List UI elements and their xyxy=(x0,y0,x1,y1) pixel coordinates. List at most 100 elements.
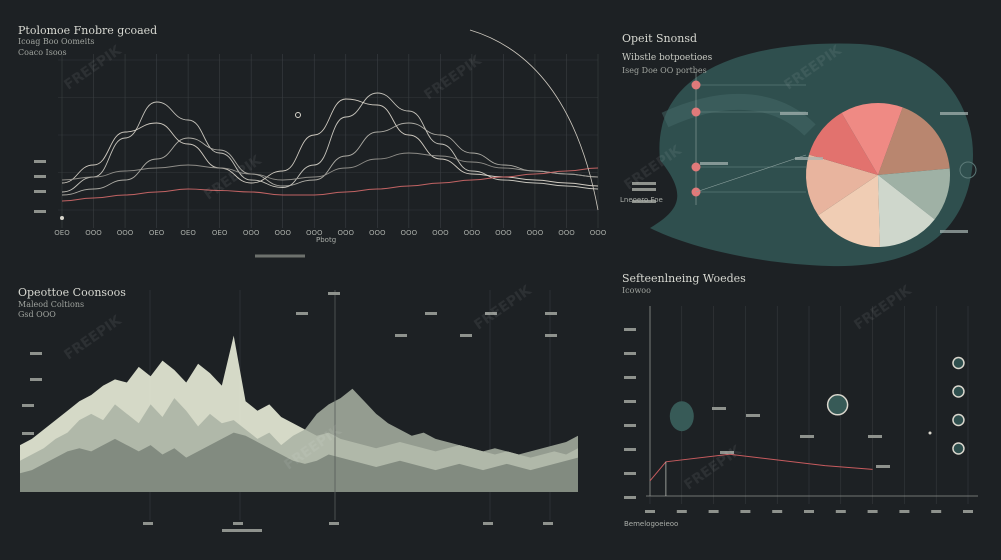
y-tick-label xyxy=(22,432,34,435)
panel-top-left: Ptolomoe Fnobre gcoaed Icoag Boo Oomeits… xyxy=(0,0,610,265)
x-tick-label: OOO xyxy=(527,229,544,237)
x-tick-label xyxy=(143,522,153,525)
pie-callout-label: Lneoero Foe xyxy=(620,196,663,204)
pie-slice xyxy=(808,112,878,175)
series-line xyxy=(649,453,873,482)
point-label xyxy=(868,435,882,438)
point-label xyxy=(712,407,726,410)
top-tick-label xyxy=(485,312,497,315)
y-tick-label xyxy=(624,352,636,355)
x-tick-label xyxy=(740,510,751,513)
x-tick-label xyxy=(804,510,814,513)
x-tick-label: OEO xyxy=(212,229,228,237)
top-tick-label xyxy=(395,334,407,337)
pie-subtitle: Wibstle botpoetioes xyxy=(622,53,713,63)
scatter-point xyxy=(952,385,965,398)
x-tick-label: OOO xyxy=(495,229,512,237)
scatter-point xyxy=(669,401,694,432)
pie-chart xyxy=(632,43,977,267)
x-tick-label: OOO xyxy=(274,229,291,237)
pie-slice xyxy=(818,175,880,247)
x-tick-label: OOO xyxy=(243,229,260,237)
pie-subtitle-2: Iseg Doe OO portbes xyxy=(622,66,707,75)
x-tick-label: OEO xyxy=(149,229,165,237)
pie-label xyxy=(632,200,656,203)
series-line xyxy=(61,167,599,202)
series-line xyxy=(469,29,599,211)
x-tick-label xyxy=(867,510,878,513)
top-tick-label xyxy=(545,334,557,337)
scatter-subtitle: Icowoo xyxy=(622,286,651,295)
area-chart xyxy=(20,290,578,532)
x-axis-caption xyxy=(222,529,262,532)
x-tick-label: OOO xyxy=(558,229,575,237)
chart-subtitle: Icoag Boo Oomeits xyxy=(18,37,95,46)
x-tick-label xyxy=(899,510,910,513)
x-tick-label xyxy=(835,510,846,513)
line-chart: OEO OOO OOO OEO OEO OEO OOO OOO OOO OOO OOO OOO OOO O… xyxy=(34,29,607,258)
scatter-title: Sefteenlneing Woedes xyxy=(622,272,746,285)
x-tick-label: OOO xyxy=(401,229,418,237)
data-point xyxy=(959,161,977,179)
pie-label xyxy=(632,182,656,185)
chart-subtitle-2: Coaco Isoos xyxy=(18,48,67,57)
pie-slice xyxy=(878,107,950,175)
point-label xyxy=(720,451,734,454)
y-tick-label xyxy=(624,424,636,427)
point-label xyxy=(876,465,890,468)
scatter-point xyxy=(952,356,965,370)
scatter-point xyxy=(928,431,932,435)
y-tick-label xyxy=(624,400,636,403)
data-point xyxy=(295,112,301,118)
y-tick-label xyxy=(22,404,34,407)
y-tick-label xyxy=(34,210,46,213)
panel-top-right: Opeit Snonsd Wibstle botpoetioes Iseg Do… xyxy=(610,0,1001,270)
x-tick-label: OOO xyxy=(369,229,386,237)
area-subtitle-2: Gsd OOO xyxy=(18,310,56,319)
x-tick-label xyxy=(543,522,553,525)
area-subtitle: Maleod Coltions xyxy=(18,300,85,309)
pie-label xyxy=(780,112,808,115)
pie-slice xyxy=(878,168,950,220)
panel-bottom-left: Opeottoe Coonsoos Maleod Coltions Gsd OO… xyxy=(0,270,600,560)
x-tick-label: OOO xyxy=(85,229,102,237)
x-tick-label xyxy=(963,510,973,513)
y-tick-label xyxy=(624,448,636,451)
x-tick-label xyxy=(233,522,243,525)
top-tick-label xyxy=(296,312,308,315)
data-point xyxy=(691,162,701,172)
y-tick-label xyxy=(30,378,42,381)
top-tick-label xyxy=(425,312,437,315)
scatter-point xyxy=(826,394,849,416)
y-tick-label xyxy=(624,328,636,331)
scatter-chart xyxy=(624,306,978,513)
point-label xyxy=(800,435,814,438)
data-point xyxy=(691,107,701,117)
x-tick-label: OOO xyxy=(432,229,449,237)
x-tick-label: OEO xyxy=(54,229,70,237)
x-tick-label xyxy=(645,510,655,513)
pie-slice xyxy=(841,103,903,175)
y-tick-label xyxy=(34,160,46,163)
pie-label xyxy=(940,230,968,233)
pie-slice xyxy=(806,154,878,216)
pie-label xyxy=(795,157,823,160)
top-tick-label xyxy=(328,292,340,295)
scatter-point xyxy=(952,413,965,427)
series-line xyxy=(61,92,599,193)
top-tick-label xyxy=(460,334,472,337)
series-line xyxy=(61,152,599,181)
pie-label xyxy=(700,162,728,165)
x-tick-label: OEO xyxy=(180,229,196,237)
y-tick-label xyxy=(624,472,636,475)
top-tick-label xyxy=(545,312,557,315)
y-tick-label xyxy=(624,496,636,499)
x-tick-label xyxy=(483,522,493,525)
x-tick-label: OOO xyxy=(117,229,134,237)
x-tick-label xyxy=(772,510,783,513)
pie-backdrop xyxy=(661,93,816,136)
series-line xyxy=(61,122,599,196)
x-tick-label: OOO xyxy=(337,229,354,237)
chart-title: Ptolomoe Fnobre gcoaed xyxy=(18,24,158,37)
pie-title: Opeit Snonsd xyxy=(622,32,698,45)
